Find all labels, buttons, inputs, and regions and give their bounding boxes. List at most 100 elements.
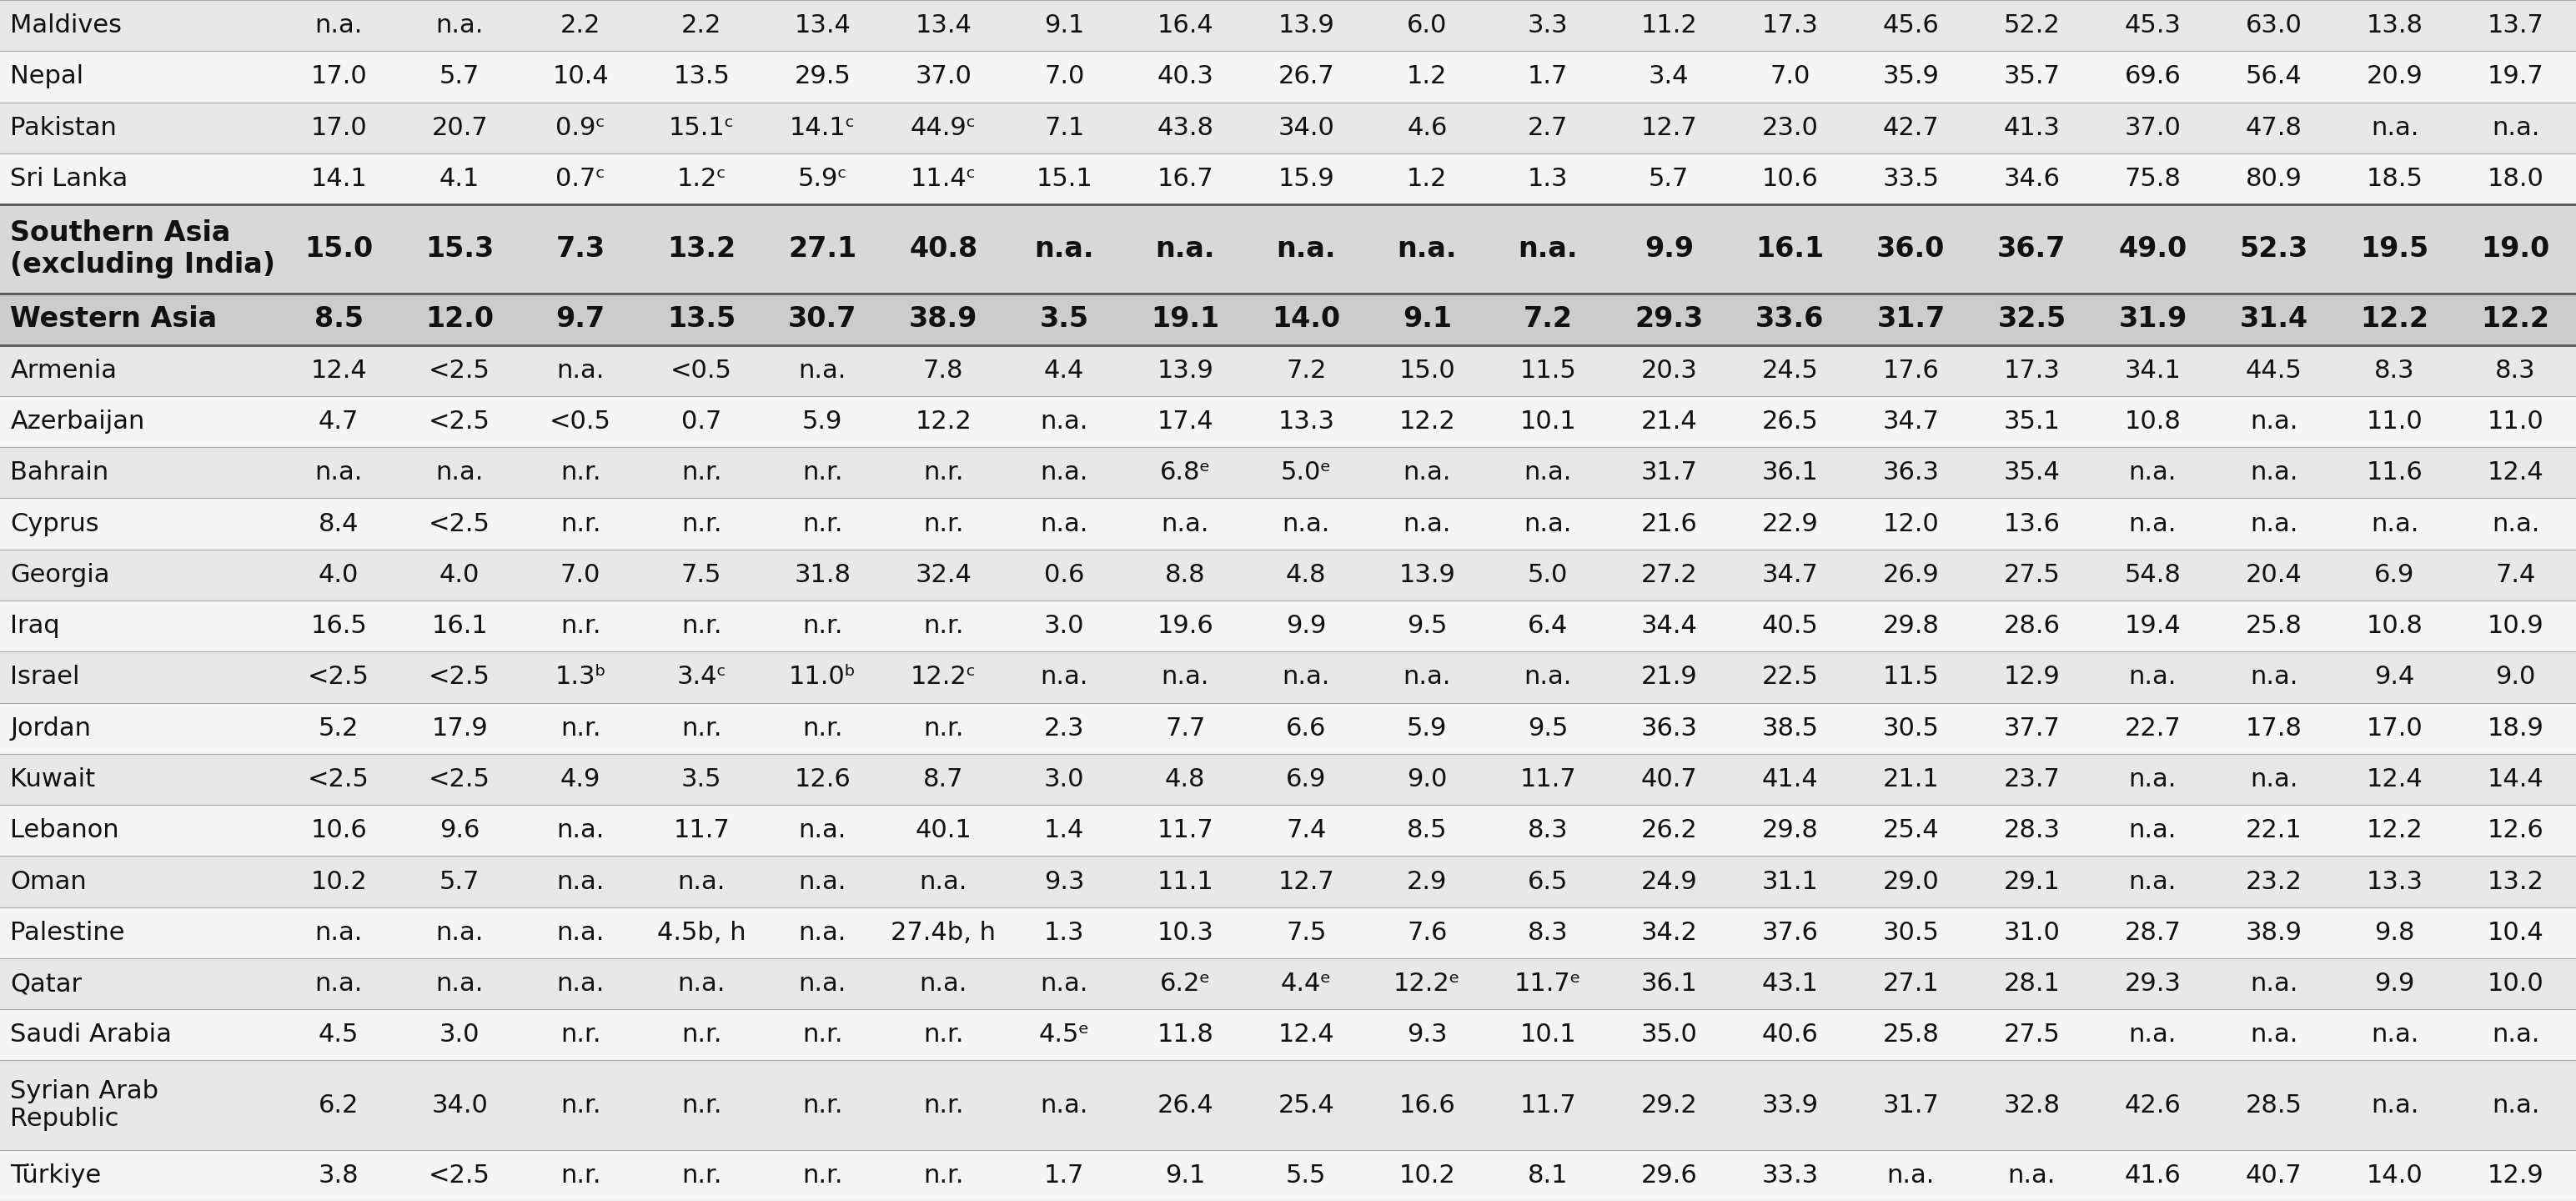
Text: 13.8: 13.8 [2367,13,2424,37]
Text: 13.7: 13.7 [2488,13,2545,37]
Text: 41.6: 41.6 [2125,1164,2182,1188]
Text: 3.5: 3.5 [680,767,721,791]
Text: 34.1: 34.1 [2125,358,2182,383]
Text: 0.7ᶜ: 0.7ᶜ [556,167,605,191]
Text: 15.0: 15.0 [304,235,374,263]
Text: 42.7: 42.7 [1883,115,1940,139]
Bar [0,1060,2576,1149]
Text: 41.3: 41.3 [2004,115,2061,139]
Text: n.a.: n.a. [556,870,605,894]
Text: 8.4: 8.4 [319,512,358,536]
Text: n.a.: n.a. [2491,1093,2540,1117]
Text: 49.0: 49.0 [2117,235,2187,263]
Text: 6.4: 6.4 [1528,614,1569,638]
Text: 2.9: 2.9 [1406,870,1448,894]
Text: 10.8: 10.8 [2367,614,2424,638]
Text: 5.7: 5.7 [440,870,479,894]
Text: n.a.: n.a. [556,921,605,945]
Text: n.r.: n.r. [922,512,963,536]
Text: n.a.: n.a. [314,461,363,485]
Text: 14.1ᶜ: 14.1ᶜ [788,115,855,139]
Text: 14.0: 14.0 [2367,1164,2424,1188]
Text: 33.9: 33.9 [1762,1093,1819,1117]
Text: 37.6: 37.6 [1762,921,1819,945]
Text: 10.2: 10.2 [1399,1164,1455,1188]
Text: 14.4: 14.4 [2488,767,2543,791]
Text: n.a.: n.a. [1041,461,1087,485]
Text: 30.5: 30.5 [1883,921,1940,945]
Text: 16.1: 16.1 [430,614,487,638]
Text: n.a.: n.a. [2128,818,2177,843]
Bar [0,805,2576,856]
Text: Armenia: Armenia [10,358,116,383]
Text: 13.4: 13.4 [914,13,971,37]
Text: 21.1: 21.1 [1883,767,1940,791]
Text: 4.5b, h: 4.5b, h [657,921,747,945]
Text: 2.3: 2.3 [1043,716,1084,740]
Text: 19.6: 19.6 [1157,614,1213,638]
Text: 15.0: 15.0 [1399,358,1455,383]
Text: n.a.: n.a. [556,818,605,843]
Text: 28.3: 28.3 [2004,818,2061,843]
Text: 19.7: 19.7 [2488,65,2543,89]
Text: 12.6: 12.6 [2488,818,2543,843]
Text: 13.3: 13.3 [2367,870,2424,894]
Text: 54.8: 54.8 [2125,563,2182,587]
Text: 27.4b, h: 27.4b, h [891,921,997,945]
Text: Israel: Israel [10,665,80,689]
Text: 29.1: 29.1 [2004,870,2061,894]
Text: n.r.: n.r. [801,1093,842,1117]
Text: 7.7: 7.7 [1164,716,1206,740]
Text: n.a.: n.a. [2128,870,2177,894]
Text: 11.7: 11.7 [672,818,729,843]
Text: n.r.: n.r. [562,614,600,638]
Text: 31.8: 31.8 [793,563,850,587]
Text: 36.1: 36.1 [1762,461,1819,485]
Text: 18.5: 18.5 [2367,167,2424,191]
Text: n.r.: n.r. [922,461,963,485]
Bar [0,856,2576,907]
Text: 3.0: 3.0 [440,1023,479,1047]
Text: 11.6: 11.6 [2367,461,2424,485]
Text: 17.9: 17.9 [430,716,487,740]
Text: n.a.: n.a. [2370,1023,2419,1047]
Text: 15.1ᶜ: 15.1ᶜ [670,115,734,139]
Text: n.a.: n.a. [2249,410,2298,434]
Text: 7.0: 7.0 [1043,65,1084,89]
Text: 4.4: 4.4 [1043,358,1084,383]
Text: n.r.: n.r. [680,1023,721,1047]
Text: 21.9: 21.9 [1641,665,1698,689]
Text: 12.7: 12.7 [1278,870,1334,894]
Text: 40.7: 40.7 [1641,767,1698,791]
Text: 8.7: 8.7 [922,767,963,791]
Text: n.a.: n.a. [2128,665,2177,689]
Text: n.a.: n.a. [314,13,363,37]
Text: n.a.: n.a. [1157,235,1216,263]
Text: 2.7: 2.7 [1528,115,1569,139]
Text: 13.9: 13.9 [1278,13,1334,37]
Text: 19.5: 19.5 [2360,235,2429,263]
Text: 12.2: 12.2 [2481,305,2550,333]
Text: 3.4ᶜ: 3.4ᶜ [677,665,726,689]
Text: 3.0: 3.0 [1043,614,1084,638]
Text: 1.3: 1.3 [1043,921,1084,945]
Text: 36.7: 36.7 [1996,235,2066,263]
Text: 30.5: 30.5 [1883,716,1940,740]
Text: n.r.: n.r. [562,461,600,485]
Text: n.r.: n.r. [680,614,721,638]
Text: 2.2: 2.2 [562,13,600,37]
Text: 34.0: 34.0 [430,1093,487,1117]
Text: 4.6: 4.6 [1406,115,1448,139]
Text: 6.0: 6.0 [1406,13,1448,37]
Text: n.a.: n.a. [2249,1023,2298,1047]
Bar [0,703,2576,754]
Text: 4.5: 4.5 [319,1023,358,1047]
Text: 5.9ᶜ: 5.9ᶜ [799,167,848,191]
Text: 7.5: 7.5 [680,563,721,587]
Text: 37.7: 37.7 [2004,716,2061,740]
Text: 17.0: 17.0 [2367,716,2424,740]
Text: 11.5: 11.5 [1883,665,1940,689]
Text: 5.9: 5.9 [801,410,842,434]
Text: 4.5ᵉ: 4.5ᵉ [1038,1023,1090,1047]
Text: 11.0: 11.0 [2367,410,2424,434]
